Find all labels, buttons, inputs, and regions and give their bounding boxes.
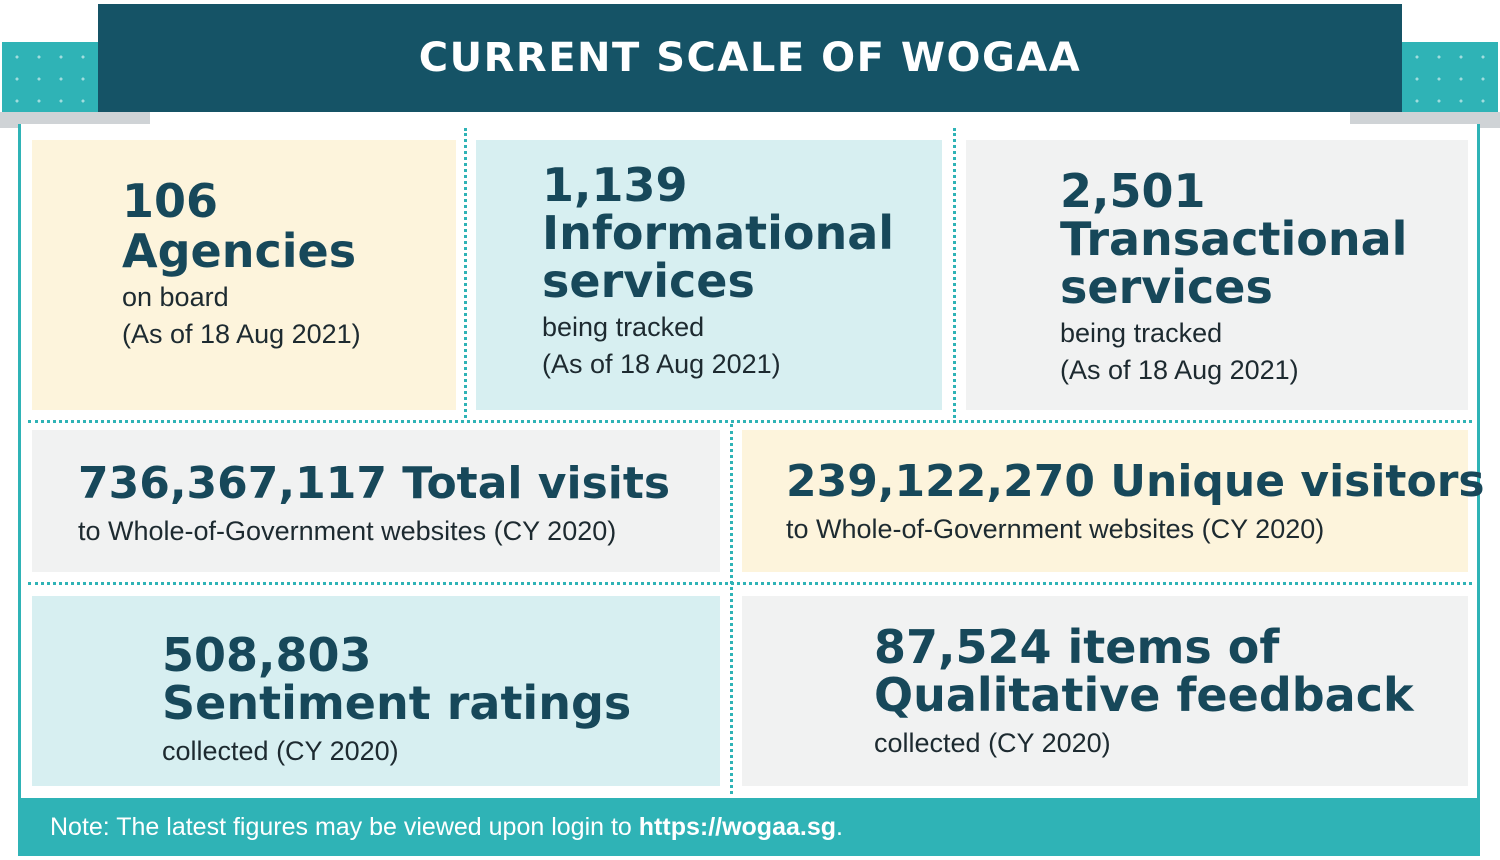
feedback-label: Qualitative feedback (874, 668, 1414, 722)
transactional-label-2: services (1060, 260, 1273, 314)
footer-note-text: Note: The latest figures may be viewed u… (50, 812, 632, 841)
divider-col-1 (464, 128, 467, 418)
transactional-tile: 2,501 Transactional services being track… (966, 140, 1468, 410)
informational-label-2: services (542, 254, 755, 308)
informational-tile: 1,139 Informational services being track… (476, 140, 942, 410)
sentiment-value: 508,803 (162, 628, 372, 682)
footer-note: Note: The latest figures may be viewed u… (18, 798, 1480, 856)
sentiment-tile: 508,803 Sentiment ratings collected (CY … (32, 596, 720, 786)
transactional-label: Transactional (1060, 212, 1408, 266)
footer-note-end: . (836, 812, 843, 841)
total-visits-headline: 736,367,117 Total visits (78, 458, 671, 509)
informational-value: 1,139 (542, 158, 688, 212)
informational-sub: being tracked (542, 312, 705, 342)
unique-visitors-sub: to Whole-of-Government websites (CY 2020… (786, 514, 1325, 544)
agencies-date: (As of 18 Aug 2021) (122, 319, 361, 349)
informational-label: Informational (542, 206, 895, 260)
feedback-sub: collected (CY 2020) (874, 728, 1111, 758)
page-title: CURRENT SCALE OF WOGAA (98, 4, 1402, 112)
total-visits-sub: to Whole-of-Government websites (CY 2020… (78, 516, 617, 546)
agencies-label: Agencies (122, 224, 357, 278)
transactional-sub: being tracked (1060, 318, 1223, 348)
divider-row-1 (28, 420, 1472, 423)
sentiment-label: Sentiment ratings (162, 676, 632, 730)
transactional-value: 2,501 (1060, 164, 1206, 218)
unique-visitors-headline: 239,122,270 Unique visitors (786, 456, 1485, 507)
footer-link[interactable]: https://wogaa.sg (638, 812, 837, 841)
feedback-tile: 87,524 items of Qualitative feedback col… (742, 596, 1468, 786)
agencies-sub: on board (122, 282, 229, 312)
divider-col-2 (953, 128, 956, 418)
sentiment-sub: collected (CY 2020) (162, 736, 399, 766)
divider-row-2 (28, 582, 1472, 585)
total-visits-tile: 736,367,117 Total visits to Whole-of-Gov… (32, 430, 720, 572)
transactional-date: (As of 18 Aug 2021) (1060, 355, 1299, 385)
feedback-count: 87,524 items of (874, 620, 1280, 674)
informational-date: (As of 18 Aug 2021) (542, 349, 781, 379)
agencies-value: 106 (122, 174, 219, 228)
agencies-tile: 106 Agencies on board (As of 18 Aug 2021… (32, 140, 456, 410)
unique-visitors-tile: 239,122,270 Unique visitors to Whole-of-… (742, 430, 1485, 572)
divider-col-3 (730, 424, 733, 794)
